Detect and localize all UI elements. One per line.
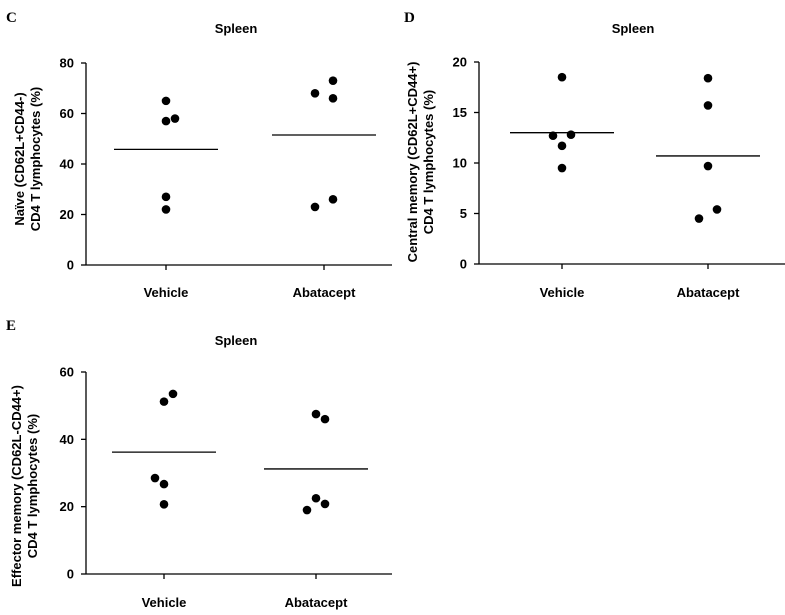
- y-tick-label: 20: [60, 207, 74, 222]
- panel-letter: C: [6, 10, 17, 26]
- data-point: [703, 73, 713, 83]
- y-tick-label: 80: [60, 56, 74, 71]
- chart-c: C Spleen Naïve (CD62L+CD44-) CD4 T lymph…: [6, 10, 392, 300]
- y-tick-label: 0: [67, 567, 74, 582]
- y-tick-label: 15: [453, 105, 467, 120]
- data-point: [712, 205, 722, 214]
- panel-c: C Spleen Naïve (CD62L+CD44-) CD4 T lymph…: [0, 0, 392, 308]
- y-tick-label: 60: [60, 106, 74, 121]
- y-axis-label-line2: CD4 T lymphocytes (%): [28, 87, 43, 231]
- data-point: [159, 397, 169, 406]
- y-tick-label: 0: [67, 258, 74, 273]
- data-point: [161, 96, 171, 106]
- panel-d: D Spleen Central memory (CD62L+CD44+) CD…: [392, 0, 785, 308]
- panel-letter: E: [6, 318, 16, 334]
- chart-e: E Spleen Effector memory (CD62L-CD44+) C…: [6, 318, 392, 610]
- data-point: [170, 114, 180, 123]
- data-point: [703, 161, 713, 171]
- y-axis-label-line2: CD4 T lymphocytes (%): [25, 414, 40, 558]
- data-point: [328, 195, 338, 204]
- y-axis-label-line1: Effector memory (CD62L-CD44+): [9, 385, 24, 587]
- data-point: [557, 141, 567, 151]
- data-point: [694, 214, 704, 223]
- data-point: [150, 473, 160, 483]
- y-axis-label-line1: Central memory (CD62L+CD44+): [405, 62, 420, 263]
- y-tick-label: 20: [60, 499, 74, 514]
- y-tick-label: 40: [60, 157, 74, 172]
- data-point: [159, 479, 169, 489]
- data-point: [557, 163, 567, 173]
- chart-d: D Spleen Central memory (CD62L+CD44+) CD…: [404, 10, 785, 300]
- data-point: [566, 130, 576, 140]
- chart-title: Spleen: [215, 21, 258, 36]
- data-point: [320, 499, 330, 509]
- data-point: [328, 76, 338, 85]
- x-tick-label: Abatacept: [677, 285, 741, 300]
- y-tick-label: 5: [460, 206, 467, 221]
- chart-title: Spleen: [612, 21, 655, 36]
- x-tick-label: Vehicle: [144, 285, 189, 300]
- y-axis-label-line1: Naïve (CD62L+CD44-): [12, 92, 27, 225]
- data-point: [548, 131, 558, 141]
- y-tick-label: 0: [460, 257, 467, 272]
- y-tick-label: 10: [453, 156, 467, 171]
- data-point: [161, 116, 171, 126]
- panel-letter: D: [404, 10, 415, 26]
- data-point: [311, 409, 321, 419]
- x-tick-label: Abatacept: [285, 595, 349, 610]
- x-tick-label: Vehicle: [142, 595, 187, 610]
- data-point: [168, 389, 178, 399]
- data-point: [328, 94, 338, 103]
- data-point: [310, 89, 320, 98]
- y-tick-label: 20: [453, 55, 467, 70]
- data-point: [161, 205, 171, 214]
- x-tick-label: Vehicle: [540, 285, 585, 300]
- data-point: [557, 72, 567, 82]
- y-tick-label: 40: [60, 432, 74, 447]
- data-point: [703, 101, 713, 110]
- y-tick-label: 60: [60, 365, 74, 380]
- x-tick-label: Abatacept: [293, 285, 357, 300]
- data-point: [311, 493, 321, 503]
- chart-title: Spleen: [215, 333, 258, 348]
- panel-e: E Spleen Effector memory (CD62L-CD44+) C…: [0, 308, 392, 615]
- data-point: [310, 202, 320, 212]
- y-axis-label-line2: CD4 T lymphocytes (%): [421, 90, 436, 234]
- data-point: [159, 500, 169, 509]
- data-point: [302, 505, 312, 515]
- data-point: [320, 414, 330, 424]
- data-point: [161, 192, 171, 202]
